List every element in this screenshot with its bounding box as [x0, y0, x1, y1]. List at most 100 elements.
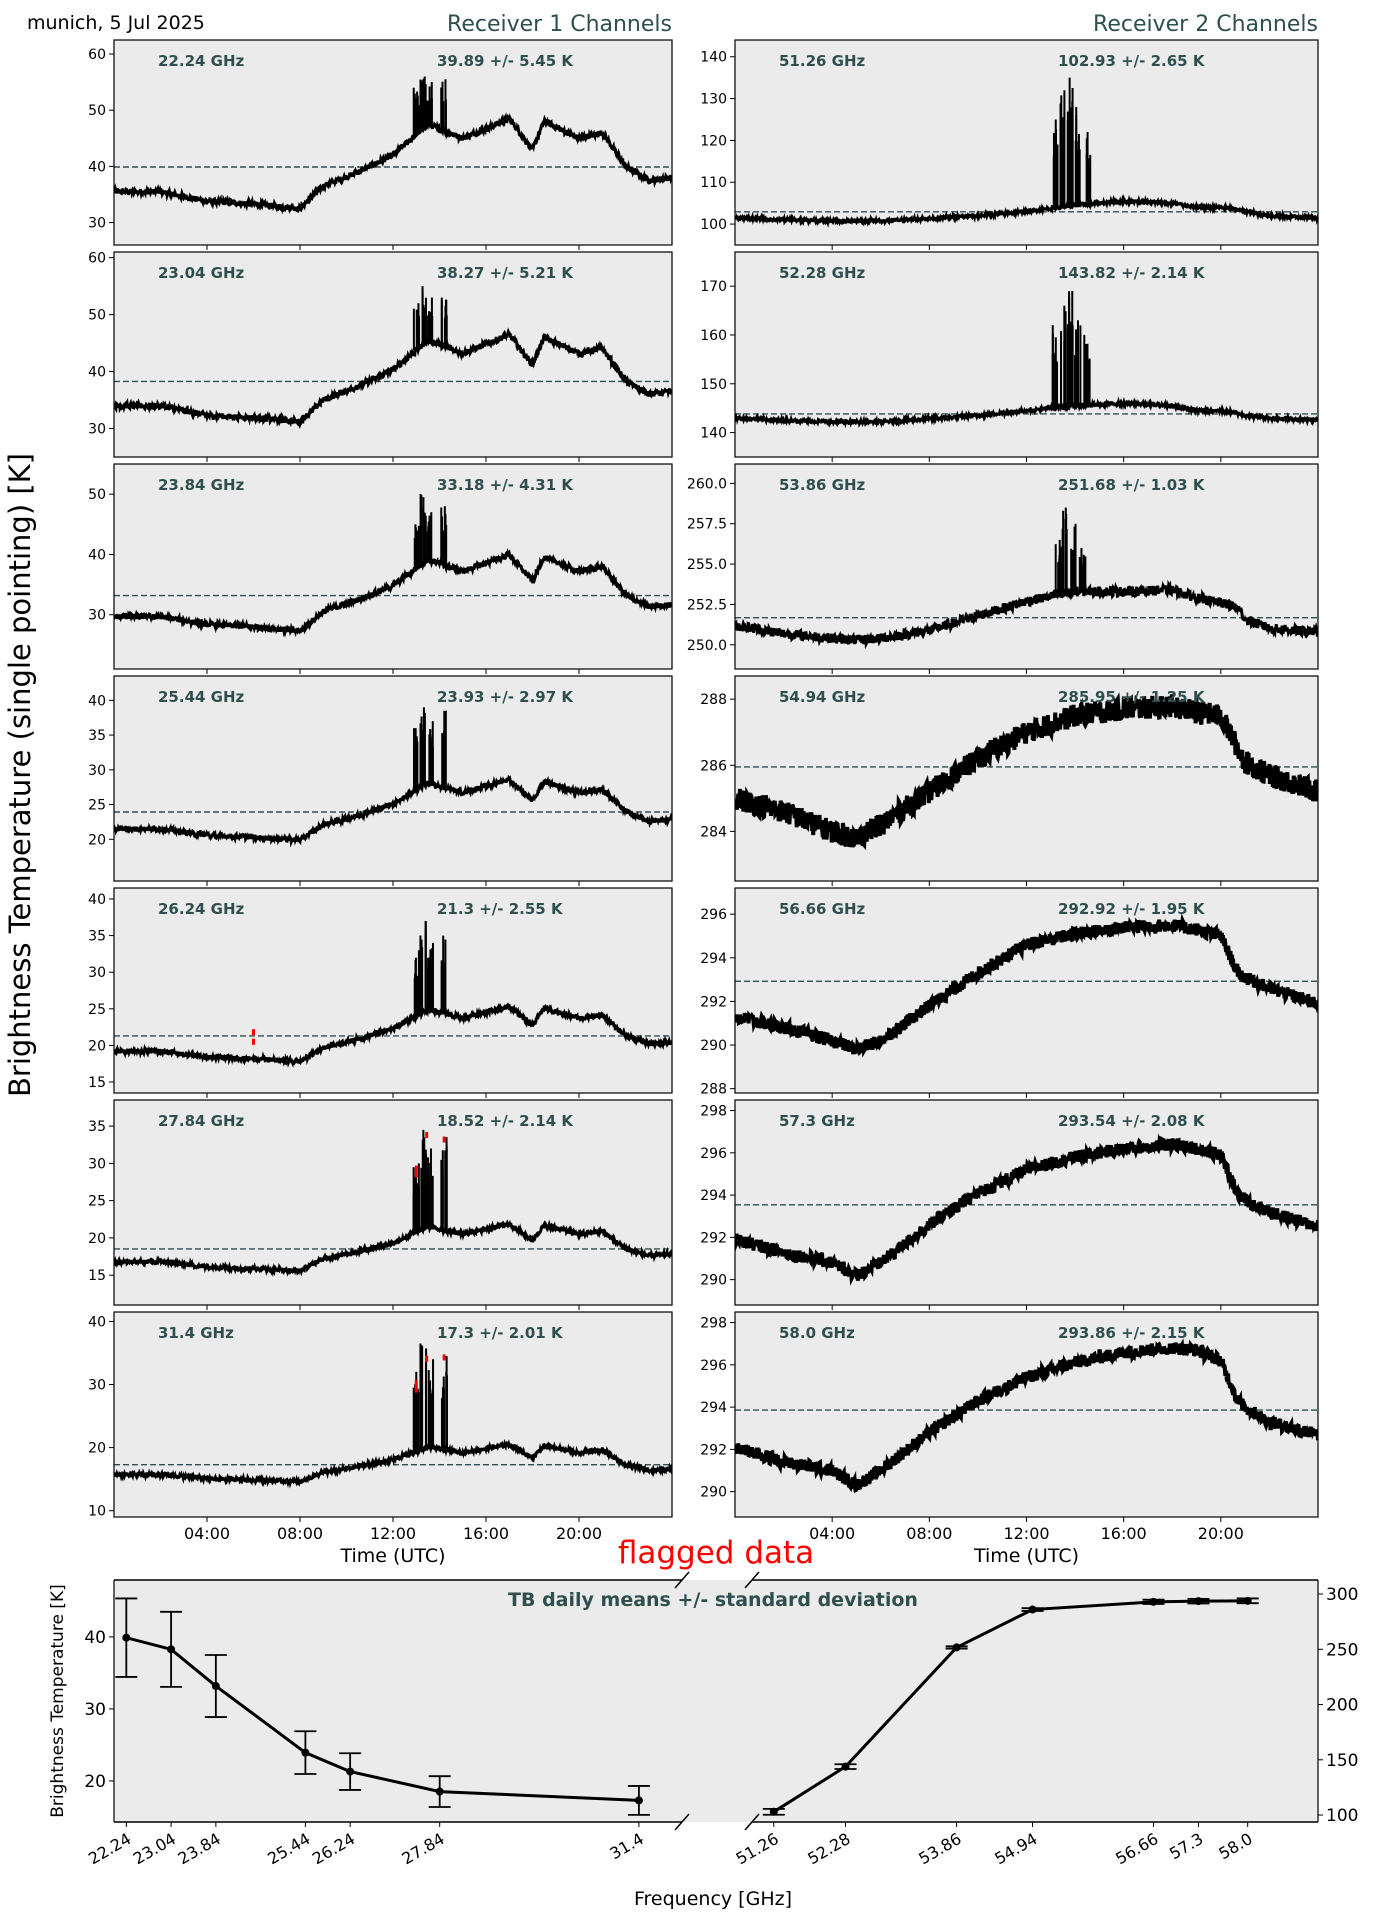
y-tick-label: 260.0 — [687, 476, 727, 492]
y-tick-label: 294 — [700, 1188, 727, 1204]
y-tick-label: 257.5 — [687, 517, 727, 533]
axis-break-mark — [744, 1571, 760, 1589]
y-tick-label: 290 — [700, 1038, 727, 1054]
y-tick-label: 50 — [88, 308, 106, 324]
y-tick-label: 60 — [88, 251, 106, 267]
y-tick-label: 50 — [88, 487, 106, 503]
y-tick-label: 250.0 — [687, 638, 727, 654]
plot-content — [735, 507, 1318, 650]
plot-area — [114, 676, 672, 881]
y-tick-label: 284 — [700, 824, 727, 840]
x-axis-label: Time (UTC) — [973, 1545, 1079, 1567]
y-tick-label: 286 — [700, 758, 727, 774]
plot-content — [114, 920, 672, 1068]
flagged-point — [442, 1354, 446, 1361]
plot-area — [735, 252, 1318, 457]
y-tick-label: 290 — [700, 1485, 727, 1501]
plot-area — [735, 1312, 1318, 1517]
plot-area — [114, 1580, 1318, 1822]
channel-frequency-label: 58.0 GHz — [779, 1324, 855, 1342]
plot-area — [735, 888, 1318, 1093]
axis-break-mark — [674, 1813, 690, 1831]
x-tick-label: 08:00 — [906, 1524, 952, 1543]
channel-frequency-label: 26.24 GHz — [158, 900, 245, 918]
y-tick-label: 40 — [84, 1628, 106, 1648]
y-tick-label: 15 — [88, 1075, 106, 1091]
y-tick-label: 120 — [700, 133, 727, 149]
flagged-point — [414, 1380, 418, 1387]
data-series — [114, 774, 672, 848]
frequency-tick-label: 53.86 — [915, 1829, 964, 1868]
y-tick-label: 170 — [700, 279, 727, 295]
frequency-tick-label: 26.24 — [309, 1829, 358, 1868]
panel-53-86-ghz: 250.0 252.5 255.0 257.5 260.0 53.86 GHz 251.68… — [687, 463, 1319, 674]
frequency-tick-label: 22.24 — [85, 1829, 134, 1868]
daily-means-chart: TB daily means +/- standard deviation Bri… — [48, 1571, 1358, 1910]
panel-31-4-ghz: 10 20 30 40 04:00 08:00 12:00 16:00 20:00 31.4 GH… — [88, 1311, 673, 1567]
panel-26-24-ghz: 15 20 25 30 35 40 26.24 GHz 21.3 +/- 2.55 K — [88, 887, 673, 1098]
mean-point — [167, 1645, 176, 1654]
panel-25-44-ghz: 20 25 30 35 40 25.44 GHz 23.93 +/- 2.97 K — [88, 675, 673, 886]
frequency-tick-label: 51.26 — [733, 1829, 782, 1868]
channel-frequency-label: 51.26 GHz — [779, 52, 866, 70]
y-tick-label: 110 — [700, 175, 727, 191]
channel-frequency-label: 57.3 GHz — [779, 1112, 855, 1130]
mean-point — [435, 1787, 444, 1796]
mean-point — [1194, 1597, 1203, 1606]
channel-stat-label: 143.82 +/- 2.14 K — [1058, 264, 1206, 282]
y-tick-label: 30 — [88, 1378, 106, 1394]
y-tick-label: 30 — [88, 763, 106, 779]
frequency-tick-label: 27.84 — [399, 1829, 448, 1868]
y-tick-label: 30 — [88, 965, 106, 981]
mean-point — [1149, 1597, 1158, 1606]
data-series — [114, 1438, 672, 1489]
y-tick-label: 140 — [700, 426, 727, 442]
x-tick-label: 12:00 — [370, 1524, 416, 1543]
x-tick-label: 04:00 — [809, 1524, 855, 1543]
plot-content — [114, 76, 672, 215]
channel-frequency-label: 22.24 GHz — [158, 52, 245, 70]
frequency-tick-label: 58.0 — [1215, 1829, 1255, 1863]
channel-stat-label: 292.92 +/- 1.95 K — [1058, 900, 1206, 918]
data-series — [735, 1133, 1318, 1286]
panel-22-24-ghz: 30 40 50 60 22.24 GHz 39.89 +/- 5.45 K — [88, 39, 673, 250]
flagged-point — [414, 1386, 418, 1393]
plot-area — [114, 40, 672, 245]
channel-stat-label: 285.95 +/- 1.25 K — [1058, 688, 1206, 706]
y-tick-label: 40 — [88, 693, 106, 709]
plot-content — [114, 286, 672, 430]
channel-frequency-label: 23.84 GHz — [158, 476, 245, 494]
y-tick-label: 290 — [700, 1273, 727, 1289]
data-series — [114, 327, 672, 430]
plot-content — [114, 1129, 672, 1278]
channel-stat-label: 21.3 +/- 2.55 K — [437, 900, 564, 918]
plot-area — [735, 40, 1318, 245]
y-tick-label: 294 — [700, 1400, 727, 1416]
data-series — [114, 112, 672, 215]
x-tick-label: 20:00 — [556, 1524, 602, 1543]
channel-stat-label: 33.18 +/- 4.31 K — [437, 476, 574, 494]
channel-frequency-label: 27.84 GHz — [158, 1112, 245, 1130]
y-tick-label: 20 — [84, 1772, 106, 1792]
y-tick-label: 140 — [700, 50, 727, 66]
y-tick-label: 40 — [88, 159, 106, 175]
y-tick-label: 40 — [88, 365, 106, 381]
plot-content — [735, 692, 1318, 851]
y-tick-label: 20 — [88, 1441, 106, 1457]
y-tick-label: 288 — [700, 692, 727, 708]
y-tick-label: 298 — [700, 1104, 727, 1120]
mean-point — [122, 1633, 131, 1642]
y-tick-label: 294 — [700, 951, 727, 967]
x-tick-label: 12:00 — [1003, 1524, 1049, 1543]
panel-57-3-ghz: 290 292 294 296 298 57.3 GHz 293.54 +/- 2.08 K — [700, 1099, 1319, 1310]
y-axis-label: Brightness Temperature (single pointing)… — [3, 453, 37, 1097]
y-tick-label: 30 — [88, 1156, 106, 1172]
mean-point — [952, 1643, 961, 1652]
data-series — [114, 1219, 672, 1278]
channel-frequency-label: 56.66 GHz — [779, 900, 866, 918]
data-series — [735, 1338, 1318, 1493]
y-tick-label: 292 — [700, 1230, 727, 1246]
y-tick-label: 298 — [700, 1316, 727, 1332]
frequency-tick-label: 57.3 — [1166, 1829, 1206, 1863]
data-series — [114, 548, 672, 638]
